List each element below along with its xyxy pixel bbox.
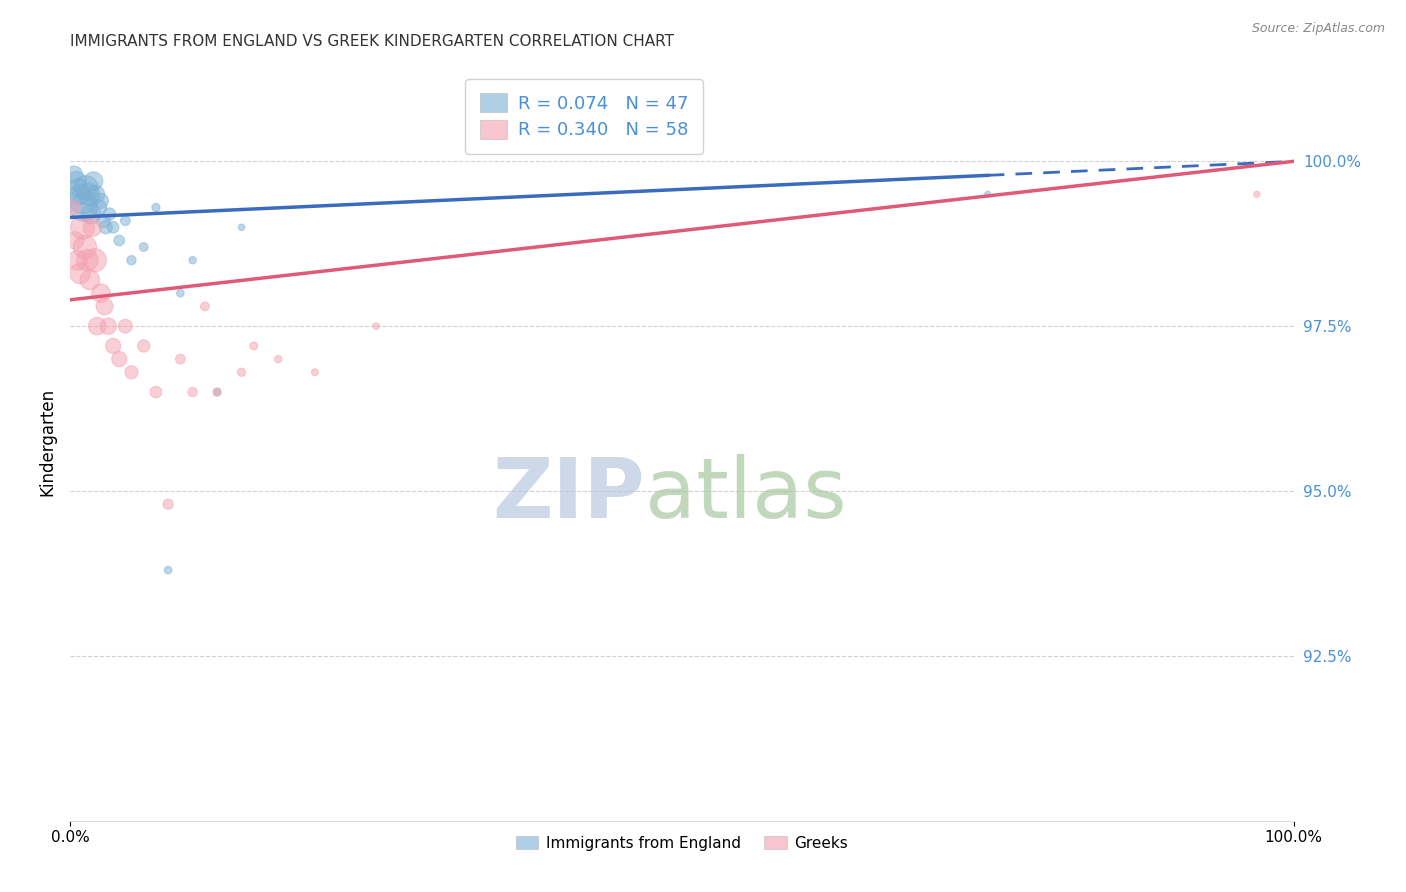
Point <box>205 385 228 400</box>
Point <box>91 213 114 227</box>
Point <box>72 194 94 208</box>
Text: Source: ZipAtlas.com: Source: ZipAtlas.com <box>1251 22 1385 36</box>
Point <box>145 385 167 400</box>
Point <box>65 174 87 188</box>
Point <box>132 339 155 353</box>
Point <box>194 299 217 313</box>
Point <box>62 201 84 215</box>
Point <box>145 201 167 215</box>
Point <box>243 339 266 353</box>
Point <box>976 187 998 202</box>
Point <box>114 213 136 227</box>
Point <box>77 187 100 202</box>
Point <box>79 273 101 287</box>
Legend: Immigrants from England, Greeks: Immigrants from England, Greeks <box>508 828 856 858</box>
Point <box>94 220 117 235</box>
Point <box>98 207 121 221</box>
Point <box>181 385 204 400</box>
Text: ZIP: ZIP <box>492 454 645 535</box>
Text: IMMIGRANTS FROM ENGLAND VS GREEK KINDERGARTEN CORRELATION CHART: IMMIGRANTS FROM ENGLAND VS GREEK KINDERG… <box>70 34 675 49</box>
Point <box>69 187 91 202</box>
Point <box>169 352 191 367</box>
Point <box>1246 187 1268 202</box>
Point <box>108 234 131 248</box>
Point <box>181 253 204 268</box>
Point <box>86 319 108 334</box>
Point <box>82 220 104 235</box>
Point <box>63 168 86 182</box>
Point <box>132 240 155 254</box>
Point <box>121 365 143 379</box>
Point <box>101 220 124 235</box>
Point <box>157 563 180 577</box>
Point <box>66 180 89 194</box>
Point <box>157 497 180 511</box>
Point <box>114 319 136 334</box>
Y-axis label: Kindergarten: Kindergarten <box>38 387 56 496</box>
Point <box>84 187 107 202</box>
Point <box>108 352 131 367</box>
Point <box>69 267 91 281</box>
Text: atlas: atlas <box>645 454 846 535</box>
Point <box>83 253 105 268</box>
Point <box>83 174 105 188</box>
Point <box>169 286 191 301</box>
Point <box>63 234 86 248</box>
Point <box>231 220 253 235</box>
Point <box>73 240 96 254</box>
Point <box>97 319 120 334</box>
Point <box>75 180 97 194</box>
Point <box>366 319 388 334</box>
Point <box>80 207 103 221</box>
Point <box>121 253 143 268</box>
Point <box>90 286 112 301</box>
Point <box>87 201 110 215</box>
Point <box>101 339 124 353</box>
Point <box>205 385 228 400</box>
Point <box>66 253 89 268</box>
Point <box>76 253 98 268</box>
Point <box>93 299 115 313</box>
Point <box>231 365 253 379</box>
Point <box>304 365 326 379</box>
Point <box>267 352 290 367</box>
Point <box>90 194 112 208</box>
Point <box>73 201 96 215</box>
Point <box>72 220 94 235</box>
